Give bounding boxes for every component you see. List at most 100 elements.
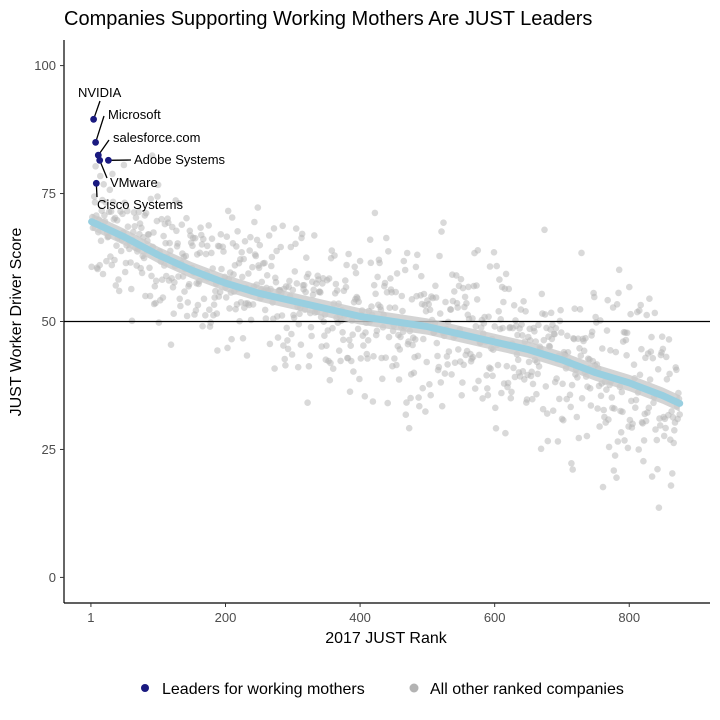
- scatter-point: [597, 392, 605, 400]
- scatter-point: [578, 249, 585, 257]
- scatter-point: [498, 389, 505, 397]
- scatter-point: [337, 357, 344, 365]
- scatter-point: [154, 181, 162, 189]
- scatter-point: [206, 306, 213, 314]
- scatter-point: [319, 280, 326, 287]
- scatter-point: [311, 232, 318, 239]
- scatter-point: [102, 199, 109, 206]
- scatter-point: [224, 344, 231, 352]
- scatter-point: [214, 347, 221, 354]
- scatter-point: [170, 310, 177, 318]
- scatter-point: [604, 296, 611, 304]
- scatter-point: [132, 214, 140, 221]
- scatter-point: [273, 247, 280, 255]
- legend: Leaders for working mothers All other ra…: [141, 681, 624, 698]
- trend-confidence-band: [91, 213, 680, 412]
- scatter-point: [642, 417, 650, 425]
- scatter-point: [663, 353, 670, 361]
- scatter-point: [138, 224, 145, 232]
- scatter-point: [208, 249, 215, 257]
- scatter-point: [391, 304, 399, 312]
- scatter-point: [489, 372, 496, 380]
- scatter-point: [567, 403, 574, 411]
- scatter-point: [325, 275, 333, 282]
- scatter-point: [655, 504, 663, 512]
- scatter-point: [573, 413, 581, 421]
- scatter-point: [656, 422, 664, 429]
- scatter-point: [611, 452, 619, 459]
- scatter-point: [608, 394, 616, 401]
- scatter-point: [465, 283, 472, 291]
- scatter-point: [666, 370, 673, 378]
- scatter-point: [266, 340, 274, 348]
- scatter-point: [398, 292, 406, 300]
- scatter-point: [621, 437, 628, 444]
- scatter-point: [626, 283, 633, 291]
- scatter-point: [414, 251, 421, 259]
- scatter-point: [271, 365, 278, 372]
- scatter-point: [393, 361, 400, 369]
- scatter-point: [369, 398, 377, 405]
- scatter-point: [391, 355, 398, 362]
- scatter-point: [270, 225, 278, 232]
- leader-point: [90, 115, 97, 123]
- scatter-point: [667, 482, 675, 489]
- scatter-point: [169, 284, 177, 291]
- plot-area: NVIDIA Microsoft salesforce.com Adobe Syste…: [34, 40, 710, 625]
- y-tick-label: 0: [49, 570, 56, 585]
- scatter-point: [400, 257, 408, 265]
- legend-label-leaders: Leaders for working mothers: [162, 681, 365, 698]
- scatter-point: [627, 310, 634, 318]
- scatter-point: [433, 339, 441, 347]
- scatter-point: [618, 388, 626, 396]
- scatter-point: [357, 355, 365, 362]
- scatter-point: [494, 361, 502, 369]
- scatter-point: [340, 336, 347, 344]
- scatter-point: [575, 434, 583, 442]
- scatter-point: [492, 425, 500, 432]
- scatter-point: [177, 302, 184, 310]
- leader-point: [92, 179, 100, 187]
- scatter-point: [510, 302, 518, 309]
- scatter-point: [142, 209, 150, 217]
- scatter-point: [422, 408, 429, 415]
- scatter-point: [399, 307, 406, 315]
- scatter-point: [205, 222, 212, 229]
- scatter-point: [658, 333, 666, 341]
- leader-point: [92, 139, 99, 146]
- scatter-point: [629, 420, 636, 428]
- annotation-label: VMware: [110, 175, 158, 190]
- scatter-point: [150, 229, 157, 236]
- scatter-point: [414, 352, 422, 360]
- scatter-point: [676, 411, 683, 418]
- scatter-point: [460, 361, 468, 369]
- scatter-point: [441, 370, 449, 377]
- scatter-point: [471, 385, 479, 392]
- scatter-point: [198, 241, 206, 248]
- scatter-point: [302, 288, 309, 296]
- scatter-point: [405, 424, 413, 432]
- scatter-point: [396, 346, 404, 353]
- scatter-point: [484, 385, 491, 392]
- scatter-point: [499, 324, 507, 332]
- scatter-point: [262, 315, 270, 322]
- scatter-point: [268, 253, 276, 261]
- scatter-point: [91, 193, 98, 200]
- scatter-point: [605, 416, 612, 423]
- scatter-point: [485, 313, 492, 321]
- scatter-point: [174, 240, 181, 247]
- scatter-point: [560, 416, 567, 424]
- scatter-point: [346, 388, 354, 396]
- scatter-point: [249, 301, 257, 308]
- scatter-point: [434, 352, 441, 360]
- scatter-point: [202, 312, 209, 319]
- scatter-point: [360, 342, 367, 349]
- scatter-point: [381, 279, 389, 287]
- scatter-point: [632, 396, 640, 404]
- scatter-point: [453, 272, 460, 279]
- legend-swatch-leaders: [141, 684, 149, 692]
- scatter-point: [613, 301, 621, 308]
- scatter-point: [178, 221, 186, 228]
- scatter-point: [371, 209, 379, 217]
- scatter-point: [368, 303, 375, 310]
